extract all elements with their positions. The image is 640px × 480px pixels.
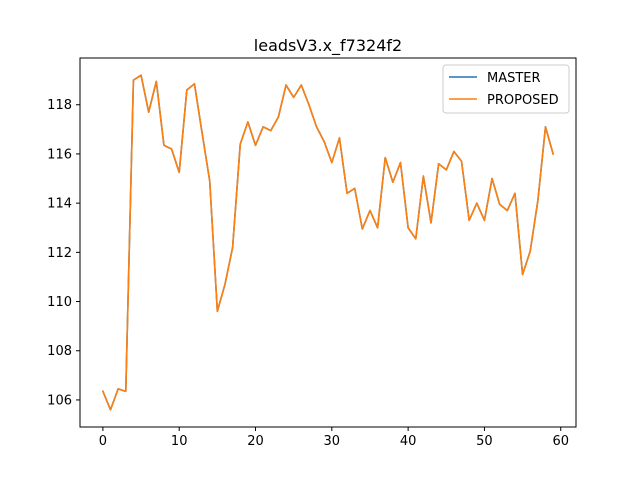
x-tick-label: 10 (171, 434, 188, 449)
x-tick-label: 40 (400, 434, 417, 449)
legend: MASTER PROPOSED (442, 64, 570, 114)
axes: 0 10 20 30 40 50 60 106 108 110 112 114 116 118 (47, 57, 577, 449)
y-tick-label: 108 (47, 344, 72, 359)
legend-label-proposed: PROPOSED (487, 93, 559, 108)
y-tick-label: 118 (47, 98, 72, 113)
plot-frame (79, 57, 577, 428)
series-line-proposed (101, 74, 555, 411)
y-tick-label: 106 (47, 393, 72, 408)
chart-title: leadsV3.x_f7324f2 (254, 36, 402, 56)
y-tick-label: 112 (47, 246, 72, 261)
series-line-master (101, 74, 555, 411)
x-tick-label: 0 (99, 434, 107, 449)
y-tick-label: 116 (47, 147, 72, 162)
x-tick-label: 20 (247, 434, 264, 449)
x-tick-label: 30 (324, 434, 341, 449)
y-tick-label: 114 (47, 197, 72, 212)
plot-area (101, 74, 555, 411)
legend-label-master: MASTER (487, 71, 541, 86)
y-tick-label: 110 (47, 295, 72, 310)
x-tick-label: 50 (476, 434, 493, 449)
x-tick-label: 60 (552, 434, 569, 449)
